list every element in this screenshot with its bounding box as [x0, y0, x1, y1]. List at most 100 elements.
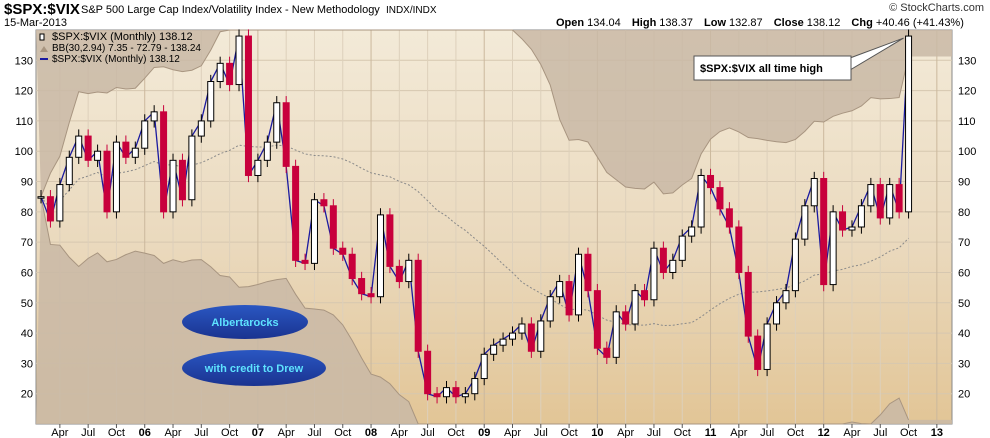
candle-body: [376, 214, 384, 298]
y-tick-label-right: 30: [958, 358, 970, 370]
candle-down: [395, 259, 403, 289]
candle-up: [518, 317, 526, 340]
candle-down: [292, 159, 300, 268]
candle-body: [320, 199, 328, 207]
candle-body: [537, 320, 545, 352]
x-tick-label: Oct: [674, 427, 691, 438]
x-tick-label: Oct: [334, 427, 351, 438]
credit-oval: [182, 350, 326, 386]
x-tick-label: Jul: [81, 427, 95, 438]
y-tick-label-left: 30: [21, 358, 33, 370]
candle-down: [160, 105, 168, 219]
x-tick-label: 10: [591, 427, 603, 438]
open-value: 134.04: [587, 17, 621, 29]
candle-body: [424, 350, 432, 395]
candle-down: [103, 144, 111, 219]
y-tick-label-right: 70: [958, 237, 970, 249]
candle-body: [593, 290, 601, 349]
candle-body: [509, 332, 516, 340]
x-tick-label: Jul: [760, 427, 774, 438]
candle-body: [669, 259, 677, 273]
candle-body: [329, 205, 337, 249]
candle-down: [226, 56, 234, 92]
candle-body: [339, 247, 347, 255]
y-tick-label-left: 90: [21, 177, 33, 189]
candle-body: [754, 335, 762, 370]
candle-body: [763, 323, 771, 370]
legend-bb-icon: [40, 46, 48, 52]
x-tick-label: 11: [705, 427, 717, 438]
chg-value: +40.46 (+41.43%): [875, 17, 964, 29]
x-tick-label: Jul: [873, 427, 887, 438]
close-label: Close: [773, 17, 804, 29]
candle-up: [782, 283, 790, 310]
candle-up: [829, 205, 837, 292]
candle-down: [320, 193, 328, 213]
candle-body: [707, 174, 715, 189]
candle-body: [471, 378, 479, 395]
candle-body: [405, 259, 413, 283]
y-tick-label-left: 20: [21, 389, 33, 401]
candle-body: [169, 159, 177, 213]
candle-down: [367, 287, 375, 304]
candle-body: [829, 211, 837, 286]
axis-ticks: 20 20 30 30 40 40 50 50 60 60 70 70 80 80 90 90 100 100 11…: [15, 55, 977, 438]
candle-up: [273, 96, 281, 149]
x-tick-label: Jul: [534, 427, 548, 438]
candle-up: [405, 253, 413, 289]
bb-upper-edge: [40, 29, 910, 197]
y-tick-label-right: 20: [958, 389, 970, 401]
y-tick-label-right: 130: [958, 55, 976, 67]
candle-up: [65, 150, 73, 192]
credit-text: with credit to Drew: [204, 363, 304, 375]
candle-up: [480, 347, 488, 386]
low-value: 132.87: [729, 17, 763, 29]
brand-label: © StockCharts.com: [889, 2, 984, 14]
x-tick-label: Oct: [108, 427, 125, 438]
candle-up: [263, 135, 271, 167]
candle-body: [678, 235, 686, 261]
candle-down: [584, 247, 592, 298]
candle-up: [216, 56, 224, 89]
candle-down: [414, 253, 422, 358]
candle-body: [839, 211, 847, 231]
candle-body: [75, 135, 83, 158]
y-tick-label-right: 100: [958, 146, 976, 158]
low-label: Low: [704, 17, 727, 29]
candles: [37, 29, 913, 404]
candle-down: [46, 190, 54, 228]
candle-up: [612, 305, 620, 364]
long-name: S&P 500 Large Cap Index/Volatility Index…: [81, 4, 437, 16]
candle-up: [37, 190, 45, 204]
candle-body: [131, 147, 139, 158]
candle-body: [867, 184, 875, 207]
y-tick-label-left: 50: [21, 298, 33, 310]
candle-up: [669, 253, 677, 280]
candle-body: [282, 102, 290, 167]
legend-marker-candle: [39, 33, 45, 41]
x-tick-label: Jul: [421, 427, 435, 438]
candle-up: [763, 317, 771, 377]
candle-up: [905, 29, 913, 219]
x-tick-label: Oct: [221, 427, 238, 438]
x-tick-label: Jul: [647, 427, 661, 438]
candle-body: [141, 120, 149, 149]
candle-body: [480, 353, 488, 380]
open-label: Open: [556, 17, 585, 29]
candle-down: [744, 265, 752, 343]
candle-body: [499, 338, 507, 346]
candle-body: [94, 150, 102, 161]
candle-up: [75, 129, 83, 164]
x-tick-label: Jul: [307, 427, 321, 438]
candle-down: [122, 135, 130, 164]
y-tick-label-left: 80: [21, 207, 33, 219]
candle-up: [207, 74, 215, 128]
candle-up: [169, 153, 177, 219]
candle-down: [603, 341, 611, 364]
candle-down: [895, 177, 903, 219]
candle-body: [565, 281, 573, 316]
candle-up: [867, 177, 875, 213]
candle-up: [773, 296, 781, 331]
candle-up: [471, 371, 479, 401]
candle-down: [348, 247, 356, 286]
